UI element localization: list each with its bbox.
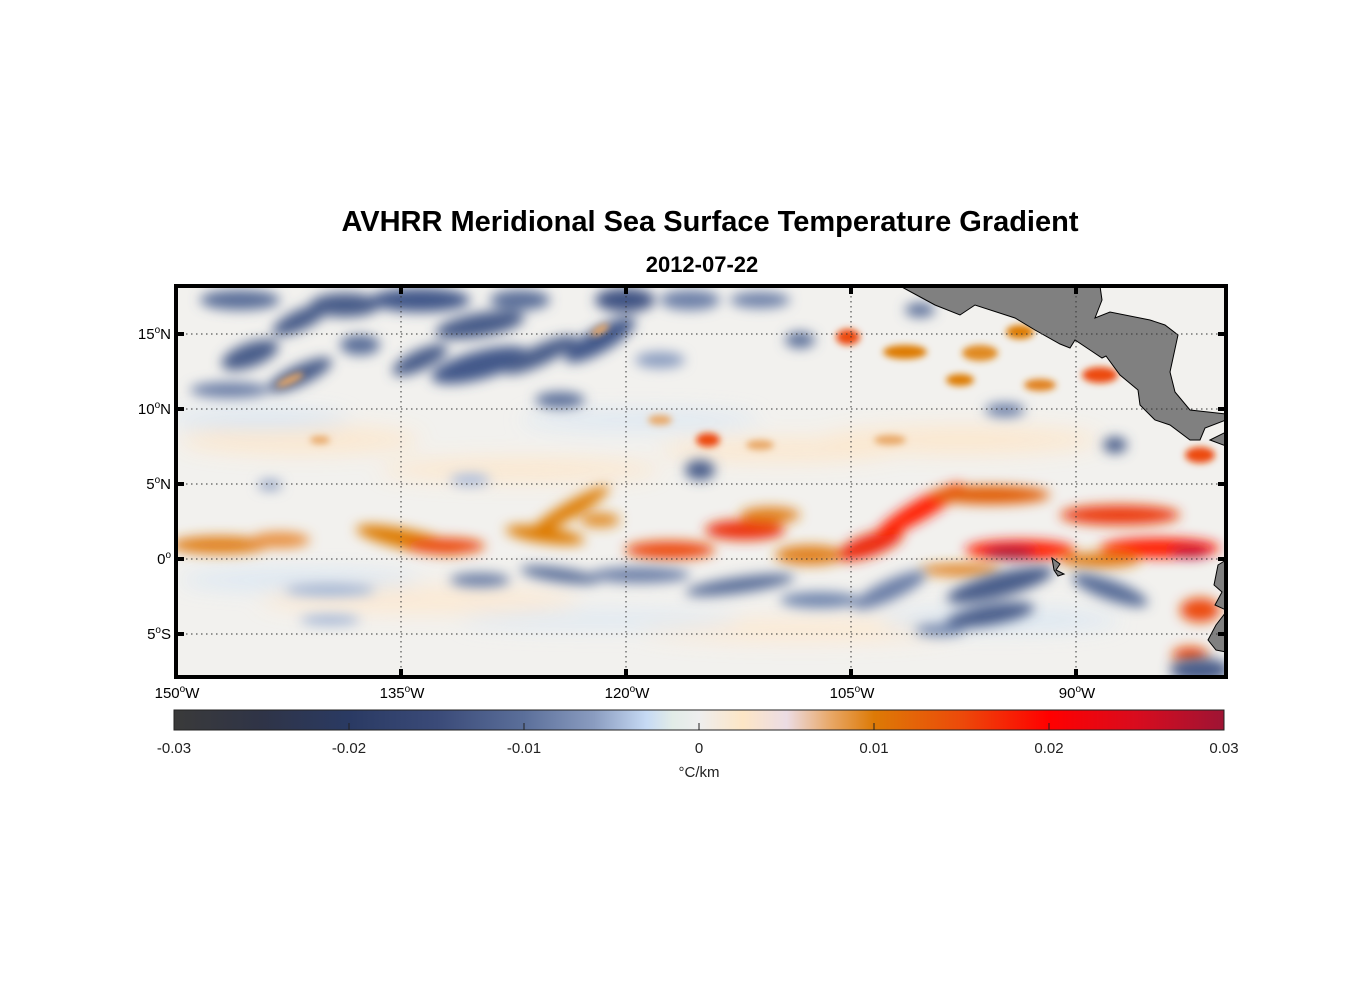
lat-tick-label: 10oN — [137, 400, 171, 418]
lon-tick-label: 105oW — [829, 684, 875, 702]
map-frame — [174, 284, 1228, 679]
lat-tick-label: 0o — [157, 550, 171, 568]
colorbar-tick-label: -0.01 — [506, 740, 542, 757]
lon-tick-label: 90oW — [1058, 684, 1096, 702]
lon-tick-label: 150oW — [154, 684, 200, 702]
lat-tick-label: 15oN — [137, 325, 171, 343]
chart-title: AVHRR Meridional Sea Surface Temperature… — [341, 206, 1079, 238]
chart-subtitle: 2012-07-22 — [645, 252, 759, 277]
lon-tick-label: 135oW — [379, 684, 425, 702]
colorbar-tick-label: 0 — [694, 740, 704, 757]
colorbar-units-label: °C/km — [678, 764, 720, 781]
axis-ticks — [176, 286, 1226, 677]
lat-tick-label: 5oN — [146, 475, 171, 493]
lat-tick-label: 5oS — [147, 625, 171, 643]
colorbar-ticks — [348, 723, 1050, 730]
sst-gradient-field — [176, 286, 1226, 677]
colorbar-tick-label: 0.01 — [859, 740, 889, 757]
graticule — [176, 286, 1226, 677]
colorbar-tick-label: -0.02 — [331, 740, 367, 757]
colorbar-tick-label: 0.02 — [1034, 740, 1064, 757]
land-central-america — [899, 286, 1226, 653]
lon-tick-label: 120oW — [604, 684, 650, 702]
colorbar-tick-label: 0.03 — [1209, 740, 1239, 757]
colorbar-tick-label: -0.03 — [156, 740, 192, 757]
